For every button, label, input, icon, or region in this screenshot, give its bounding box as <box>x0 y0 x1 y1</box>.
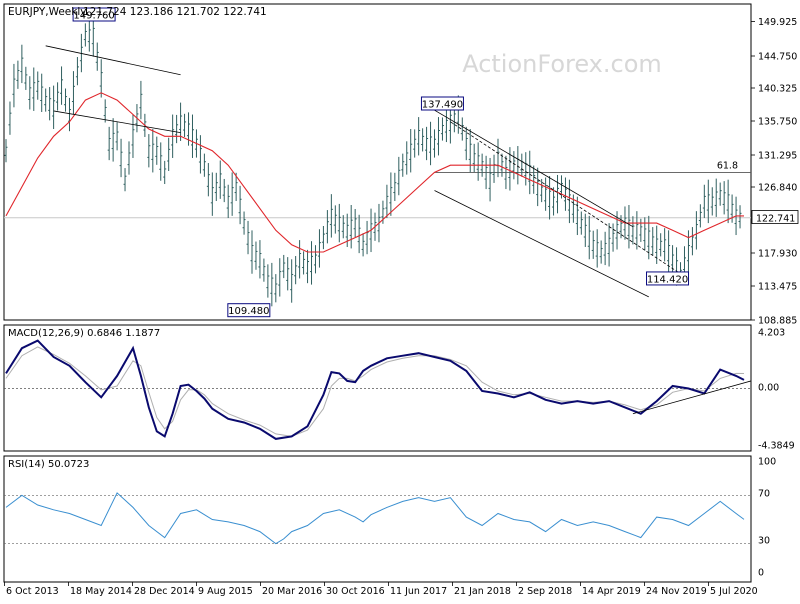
last-price-tag <box>751 210 799 224</box>
x-tick-label: 9 Aug 2015 <box>198 586 253 597</box>
rsi-tick-label: 0 <box>758 568 764 579</box>
annotation-box <box>420 96 464 111</box>
price-tick-label: 149.925 <box>758 17 797 28</box>
rsi-panel-title: RSI(14) 50.0723 <box>8 459 89 470</box>
annotation-box <box>227 303 271 318</box>
macd-layer <box>4 339 752 440</box>
annotation-label: 149.760 <box>73 11 114 22</box>
annotation-box <box>646 271 690 286</box>
x-tick-label: 11 Jun 2017 <box>390 586 447 597</box>
annotation-label: 109.480 <box>228 306 269 317</box>
price-tick-label: 135.750 <box>758 117 797 128</box>
annotation-label: 137.490 <box>422 100 463 111</box>
rsi-panel-frame <box>3 455 752 583</box>
x-tick-label: 14 Apr 2019 <box>582 586 641 597</box>
fib-618-label: 61.8 <box>717 160 738 171</box>
rsi-layer <box>4 492 751 545</box>
price-tick-label: 113.475 <box>758 282 797 293</box>
price-tick-label: 140.325 <box>758 84 797 95</box>
macd-tick-label: -4.3849 <box>758 441 795 452</box>
price-layer: 149.760 109.480 137.490 114.420 61.8 <box>4 7 751 318</box>
x-tick-label: 6 Oct 2013 <box>6 586 59 597</box>
price-tick-label: 117.930 <box>758 249 797 260</box>
price-tick-label: 144.750 <box>758 52 797 63</box>
x-tick-label: 28 Dec 2014 <box>134 586 195 597</box>
x-tick-label: 2 Sep 2018 <box>518 586 572 597</box>
x-tick-label: 24 Nov 2019 <box>646 586 707 597</box>
macd-tick-label: 4.203 <box>758 328 785 339</box>
price-tick-label: 131.295 <box>758 151 797 162</box>
chart-header-symbol: EURJPY,Weekly <box>8 6 86 18</box>
last-price-label: 122.741 <box>756 214 795 225</box>
chart-header-ohlc: 121.724 123.186 121.702 122.741 <box>83 6 267 18</box>
wedge-lower-line <box>53 110 181 134</box>
rsi-tick-label: 30 <box>758 536 770 547</box>
macd-trend-line <box>632 380 752 415</box>
x-tick-label: 18 May 2014 <box>70 586 132 597</box>
channel-mid-dashed-line <box>450 121 681 275</box>
rsi-tick-label: 70 <box>758 489 770 500</box>
macd-signal-line <box>5 346 745 437</box>
x-tick-label: 21 Jan 2018 <box>454 586 511 597</box>
watermark: ActionForex.com <box>462 50 662 78</box>
price-tick-label: 108.885 <box>758 316 797 327</box>
price-panel-frame <box>3 3 752 321</box>
channel-upper-line <box>434 109 634 228</box>
macd-line <box>5 339 745 440</box>
macd-panel-frame <box>3 324 752 452</box>
rsi-line <box>5 492 745 545</box>
x-tick-label: 30 Oct 2016 <box>326 586 385 597</box>
macd-panel-title: MACD(12,26,9) 0.6846 1.1877 <box>8 328 160 339</box>
sma-line <box>5 92 744 253</box>
macd-tick-label: 0.00 <box>758 383 779 394</box>
annotation-box <box>72 7 116 22</box>
axis-layer: 149.925 144.750 140.325 135.750 131.295 126.8… <box>4 17 799 597</box>
annotation-label: 114.420 <box>647 274 688 285</box>
x-tick-label: 5 Jul 2020 <box>710 586 758 597</box>
channel-lower-line <box>434 190 649 298</box>
wedge-upper-line <box>45 45 181 76</box>
x-tick-label: 20 Mar 2016 <box>262 586 322 597</box>
rsi-tick-label: 100 <box>758 457 776 468</box>
price-tick-label: 126.840 <box>758 183 797 194</box>
